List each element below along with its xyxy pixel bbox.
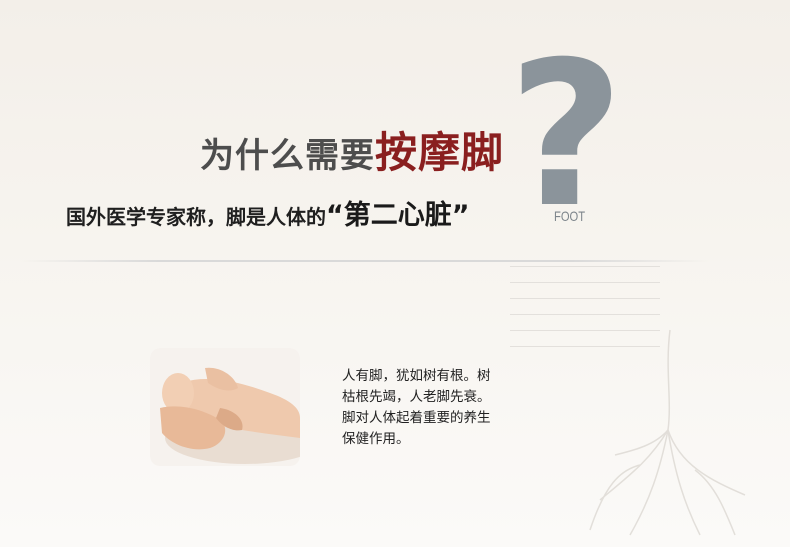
body-paragraph: 人有脚，犹如树有根。树 枯根先竭，人老脚先衰。 脚对人体起着重要的养生 保健作用… (342, 366, 527, 450)
headline-emphasis: 按摩脚 (375, 128, 505, 177)
foot-massage-photo (150, 348, 300, 466)
body-line: 枯根先竭，人老脚先衰。 (342, 389, 491, 405)
question-mark-graphic: ? (508, 19, 625, 252)
body-line: 保健作用。 (342, 431, 410, 447)
tree-roots-illustration (589, 329, 746, 536)
headline-plain: 为什么需要 (200, 136, 375, 176)
subheadline-quote: “第二心脏” (326, 200, 470, 231)
body-line: 人有脚，犹如树有根。树 (342, 368, 491, 384)
subheadline: 国外医学专家称，脚是人体的“第二心脏” (66, 193, 470, 232)
divider (20, 260, 710, 262)
foot-label: FOOT (554, 208, 586, 224)
background-handwriting (510, 266, 660, 362)
headline: 为什么需要按摩脚 (200, 128, 504, 181)
subheadline-text: 国外医学专家称，脚是人体的 (66, 205, 326, 229)
body-line: 脚对人体起着重要的养生 (342, 410, 491, 426)
